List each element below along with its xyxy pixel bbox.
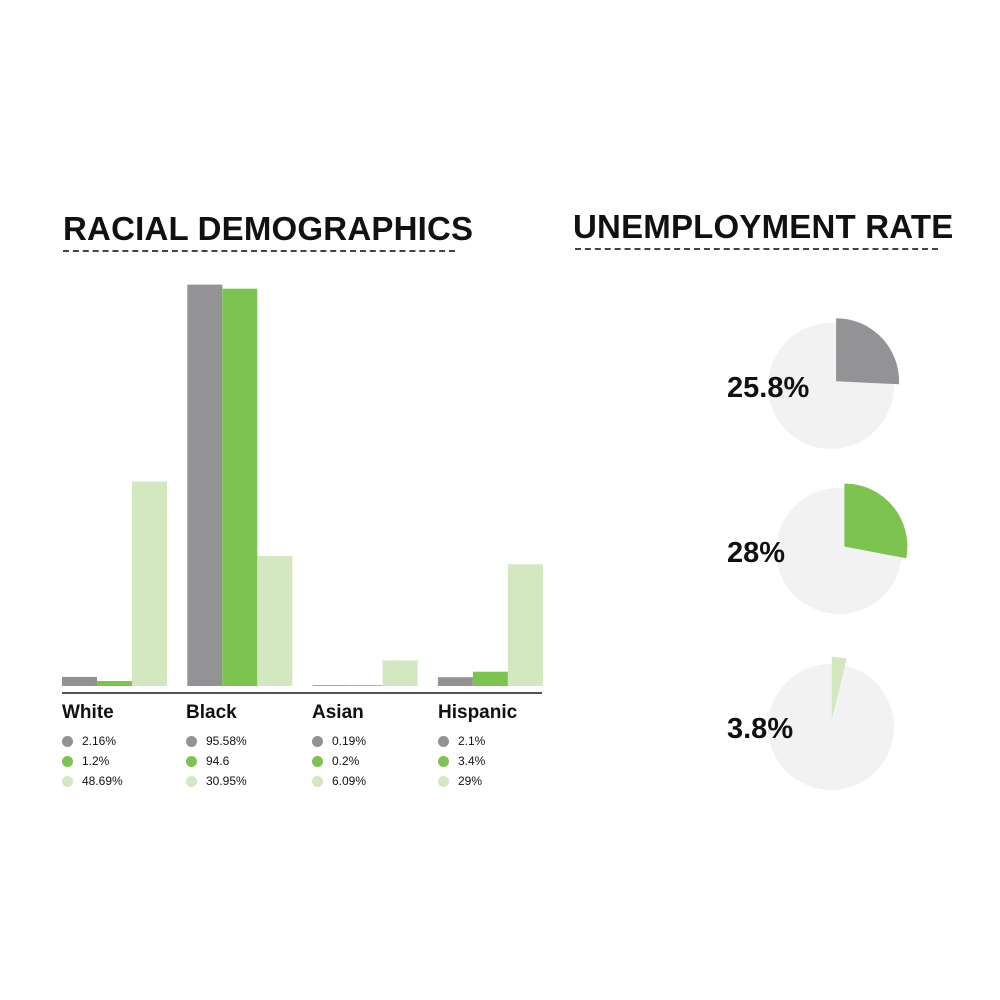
- legend-dot: [186, 775, 197, 787]
- legend-row: 3.4%: [438, 751, 517, 771]
- bar-hispanic-3: [507, 564, 543, 686]
- legend-dot: [438, 735, 449, 747]
- bar-white-3: [132, 481, 167, 686]
- bar-black-3: [257, 556, 293, 686]
- legend-dot: [186, 755, 197, 767]
- category-block-asian: Asian 0.19% 0.2% 6.09%: [312, 702, 366, 791]
- pie-value-label: 28%: [727, 537, 785, 569]
- legend-dot: [62, 735, 73, 747]
- legend-row: 1.2%: [62, 751, 123, 771]
- category-label: White: [62, 702, 114, 723]
- bar-white-1: [62, 676, 97, 686]
- bar-asian-1: [312, 685, 348, 686]
- legend-row: 2.1%: [438, 731, 517, 751]
- legend-row: 0.2%: [312, 751, 366, 771]
- value-label: 95.58%: [206, 734, 247, 748]
- legend-row: 2.16%: [62, 731, 123, 751]
- category-label: Asian: [312, 702, 364, 723]
- pie-slice-25-8-: [836, 318, 900, 385]
- legend-row: 29%: [438, 771, 517, 791]
- legend-dot: [186, 735, 197, 747]
- bar-white-2: [97, 681, 132, 686]
- value-label: 3.4%: [458, 754, 486, 768]
- bar-title-underline: [63, 250, 455, 252]
- pie-slice-28-: [844, 483, 908, 559]
- bar-chart: [62, 284, 543, 694]
- pie-value-label: 3.8%: [727, 713, 793, 745]
- value-label: 2.1%: [458, 734, 486, 748]
- bar-hispanic-1: [437, 677, 473, 686]
- pie-background-3: [768, 664, 894, 790]
- legend-row: 48.69%: [62, 771, 123, 791]
- pie-value-label: 25.8%: [727, 372, 809, 404]
- bar-asian-3: [382, 660, 418, 686]
- legend-dot: [312, 735, 323, 747]
- legend-dot: [62, 775, 73, 787]
- value-label: 29%: [458, 774, 483, 788]
- legend-row: 30.95%: [186, 771, 247, 791]
- bar-chart-title: RACIAL DEMOGRAPHICS: [63, 210, 474, 247]
- legend-dot: [312, 775, 323, 787]
- category-block-white: White 2.16% 1.2% 48.69%: [62, 702, 123, 791]
- bar-black-2: [222, 288, 258, 686]
- category-label: Black: [186, 702, 237, 723]
- pie-chart-title: UNEMPLOYMENT RATE: [573, 208, 954, 245]
- value-label: 2.16%: [82, 734, 117, 748]
- legend-row: 95.58%: [186, 731, 247, 751]
- bar-hispanic-2: [472, 671, 508, 686]
- bar-asian-2: [347, 685, 383, 686]
- value-label: 94.6: [206, 754, 230, 768]
- pie-slice-3-8-: [831, 657, 847, 720]
- value-label: 0.2%: [332, 754, 360, 768]
- value-label: 30.95%: [206, 774, 247, 788]
- pie-title-underline: [575, 248, 938, 250]
- legend-dot: [438, 775, 449, 787]
- value-label: 1.2%: [82, 754, 110, 768]
- value-label: 48.69%: [82, 774, 123, 788]
- bar-black-1: [187, 284, 223, 686]
- legend-dot: [62, 755, 73, 767]
- legend-dot: [438, 755, 449, 767]
- legend-dot: [312, 755, 323, 767]
- category-block-black: Black 95.58% 94.6 30.95%: [186, 702, 247, 791]
- pie-background-2: [776, 488, 902, 614]
- legend-row: 0.19%: [312, 731, 366, 751]
- category-block-hispanic: Hispanic 2.1% 3.4% 29%: [438, 702, 517, 791]
- value-label: 6.09%: [332, 774, 367, 788]
- pie-background-1: [768, 323, 894, 449]
- legend-row: 94.6: [186, 751, 247, 771]
- value-label: 0.19%: [332, 734, 367, 748]
- legend-row: 6.09%: [312, 771, 366, 791]
- category-label: Hispanic: [438, 702, 518, 723]
